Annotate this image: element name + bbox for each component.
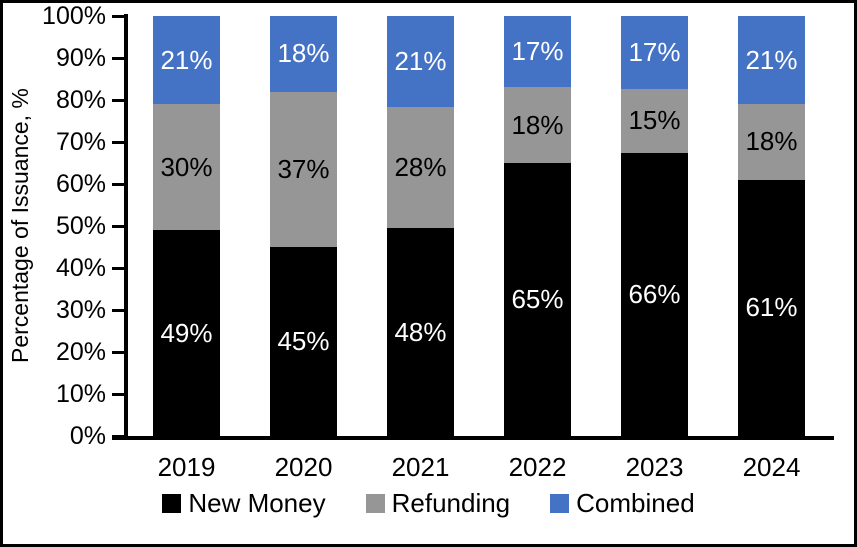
bar-segment-2023-new-money[interactable]: 66% — [621, 153, 688, 436]
stacked-bar-2024[interactable]: 21% 18% 61% — [738, 16, 805, 436]
x-axis-label-2023: 2023 — [625, 452, 684, 482]
bar-segment-2022-combined[interactable]: 17% — [504, 16, 571, 88]
y-tick-label: 30% — [55, 296, 106, 324]
bar-segment-2020-combined[interactable]: 18% — [270, 16, 337, 92]
y-tick-mark — [112, 14, 125, 18]
bar-segment-2024-combined[interactable]: 21% — [738, 16, 805, 105]
bar-segment-2024-refunding[interactable]: 18% — [738, 104, 805, 180]
bar-slot-2019: 21% 30% 49% — [128, 16, 245, 436]
stacked-bar-2020[interactable]: 18% 37% 45% — [270, 16, 337, 436]
y-tick-label: 10% — [55, 380, 106, 408]
y-tick-label: 100% — [42, 2, 106, 30]
bar-segment-2019-new-money[interactable]: 49% — [153, 230, 220, 436]
x-axis-label-2024: 2024 — [742, 452, 801, 482]
y-tick-mark — [112, 350, 125, 354]
y-tick-mark — [112, 56, 125, 60]
bar-segment-2019-refunding[interactable]: 30% — [153, 104, 220, 231]
bar-segment-2024-new-money[interactable]: 61% — [738, 179, 805, 436]
y-tick-label: 0% — [69, 422, 106, 450]
stacked-bar-2023[interactable]: 17% 15% 66% — [621, 16, 688, 436]
y-tick-label: 60% — [55, 170, 106, 198]
y-tick-mark — [112, 266, 125, 270]
bar-slot-2020: 18% 37% 45% — [245, 16, 362, 436]
bar-segment-2022-new-money[interactable]: 65% — [504, 162, 571, 436]
y-tick-label: 40% — [55, 254, 106, 282]
y-tick-label: 80% — [55, 86, 106, 114]
legend-label: New Money — [188, 487, 326, 518]
y-tick-mark — [112, 98, 125, 102]
x-axis-label-2020: 2020 — [274, 452, 333, 482]
y-tick-label: 70% — [55, 128, 106, 156]
x-axis-label-2019: 2019 — [157, 452, 216, 482]
legend-item-refunding[interactable]: Refunding — [365, 487, 511, 519]
bar-segment-2020-new-money[interactable]: 45% — [270, 246, 337, 436]
y-tick-label: 20% — [55, 338, 106, 366]
y-tick-label: 50% — [55, 212, 106, 240]
bar-slot-2023: 17% 15% 66% — [596, 16, 713, 436]
legend-label: Combined — [576, 487, 695, 518]
legend-item-combined[interactable]: Combined — [550, 488, 695, 519]
y-tick-mark — [112, 434, 125, 438]
bar-slot-2024: 21% 18% 61% — [713, 16, 830, 436]
y-tick-mark — [112, 308, 125, 312]
legend-item-new-money[interactable]: New Money — [162, 487, 326, 519]
stacked-bar-2021[interactable]: 21% 28% 48% — [387, 16, 454, 436]
bar-segment-2021-refunding[interactable]: 28% — [387, 106, 454, 229]
bar-segment-2021-combined[interactable]: 21% — [387, 16, 454, 107]
stacked-bar-2022[interactable]: 17% 18% 65% — [504, 16, 571, 436]
plot-area: 21% 30% 49% 18% 37% 45% 21% 28% 48% 17% 18% 65% 17% 1… — [128, 16, 830, 436]
bar-segment-2020-refunding[interactable]: 37% — [270, 91, 337, 247]
x-axis-line — [112, 436, 834, 440]
bar-segment-2022-refunding[interactable]: 18% — [504, 87, 571, 163]
x-axis-label-2022: 2022 — [508, 452, 567, 482]
y-axis-line — [124, 14, 128, 440]
legend-swatch-icon — [550, 493, 570, 513]
bar-slot-2021: 21% 28% 48% — [362, 16, 479, 436]
x-axis-labels: 2019 2020 2021 2022 2023 2024 — [128, 451, 830, 483]
bar-segment-2023-refunding[interactable]: 15% — [621, 88, 688, 154]
bar-slot-2022: 17% 18% 65% — [479, 16, 596, 436]
bar-segment-2021-new-money[interactable]: 48% — [387, 228, 454, 436]
y-tick-mark — [112, 182, 125, 186]
bar-segment-2019-combined[interactable]: 21% — [153, 16, 220, 105]
y-tick-label: 90% — [55, 44, 106, 72]
y-tick-mark — [112, 140, 125, 144]
stacked-bar-2019[interactable]: 21% 30% 49% — [153, 16, 220, 436]
bar-segment-2023-combined[interactable]: 17% — [621, 16, 688, 89]
legend-label: Refunding — [391, 487, 511, 518]
y-tick-mark — [112, 224, 125, 228]
legend-swatch-icon — [365, 493, 385, 513]
y-tick-mark — [112, 392, 125, 396]
legend-swatch-icon — [162, 493, 182, 513]
legend: New Money Refunding Combined — [3, 487, 854, 519]
x-axis-label-2021: 2021 — [391, 452, 450, 482]
